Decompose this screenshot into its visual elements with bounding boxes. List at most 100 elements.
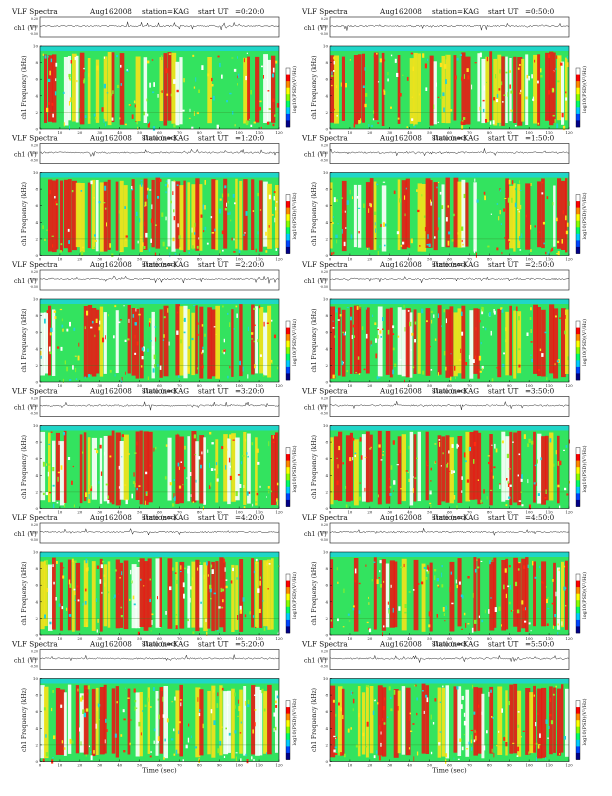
spectrogram-speckle (380, 224, 382, 227)
freq-tick-label: 4 (35, 599, 38, 604)
freq-axis-label: ch1 Frequency (kHz) (21, 561, 28, 625)
spectrogram-speckle (248, 491, 251, 494)
voltage-tick-label: -0.50 (30, 412, 38, 416)
spectrogram-speckle (491, 469, 493, 473)
spectrogram-speckle (436, 227, 439, 231)
spectrogram-speckle (331, 222, 334, 225)
spectrogram-speckle (49, 332, 52, 336)
spectrogram-speckle (76, 585, 79, 588)
spectrogram-burst (509, 58, 512, 122)
spectrogram-speckle (71, 558, 74, 562)
spectrogram-burst (99, 306, 104, 377)
freq-tick-label: 0 (325, 253, 328, 258)
time-axis-label: Time (sec) (142, 514, 177, 522)
spectrogram-burst (243, 686, 247, 756)
spectrogram-speckle (49, 70, 51, 76)
freq-axis-label: ch1 Frequency (kHz) (311, 182, 318, 246)
spectrogram-speckle (546, 196, 549, 200)
spectrogram-speckle (545, 586, 547, 588)
spectrogram-speckle (221, 587, 223, 589)
spectrogram-burst (561, 561, 565, 628)
colorbar-segment (576, 207, 580, 215)
spectrogram-burst (159, 687, 164, 754)
spectrogram-speckle (333, 56, 335, 60)
freq-tick-label: 10 (33, 550, 39, 555)
spectrogram-burst (525, 54, 529, 125)
spectrogram-burst (533, 304, 538, 374)
spectrogram-speckle (478, 704, 480, 708)
spectrogram-speckle (565, 315, 566, 319)
spectrogram-speckle (179, 247, 182, 250)
time-axis-label: Time (sec) (432, 640, 467, 648)
time-axis-label: Time (sec) (432, 514, 467, 522)
spectrogram-speckle (440, 96, 443, 99)
spectrogram-speckle (421, 690, 424, 692)
spectrogram-speckle (511, 197, 513, 203)
spectrogram-speckle (331, 71, 333, 75)
spectrogram-speckle (412, 476, 414, 478)
freq-tick-label: 2 (325, 616, 328, 621)
spectrogram-speckle (183, 331, 186, 334)
header-start-label: start UT (198, 640, 229, 649)
spectrogram-speckle (523, 565, 526, 569)
spectrogram-speckle (85, 588, 87, 592)
freq-tick-label: 8 (325, 566, 328, 571)
spectrogram-speckle (405, 187, 407, 190)
spectrogram-speckle (387, 329, 390, 335)
spectrogram-speckle (134, 334, 136, 339)
time-tick-label: 30 (97, 763, 102, 768)
spectrogram-speckle (376, 376, 379, 380)
spectrogram-speckle (183, 317, 186, 322)
spectrogram-speckle (154, 326, 157, 328)
spectrogram-speckle (380, 459, 383, 461)
spectrogram-speckle (183, 593, 185, 599)
spectrogram-speckle (540, 457, 542, 461)
spectrogram-burst (461, 52, 466, 125)
spectrogram-speckle (518, 364, 521, 368)
spectrogram-speckle (180, 571, 182, 573)
spectrogram-speckle (390, 584, 392, 588)
spectrogram-burst (267, 305, 272, 378)
time-tick-label: 20 (367, 130, 372, 135)
time-tick-label: 70 (467, 130, 472, 135)
spectrogram-speckle (460, 311, 463, 316)
spectrogram-speckle (59, 250, 62, 253)
spectrogram-speckle (473, 459, 475, 464)
colorbar-segment (576, 74, 580, 82)
spectrogram-speckle (481, 711, 483, 715)
spectrogram-speckle (436, 578, 439, 582)
time-tick-label: 90 (217, 257, 222, 262)
spectrogram-speckle (522, 730, 525, 732)
spectrogram-speckle (180, 702, 182, 707)
spectrogram-speckle (458, 581, 461, 585)
spectrogram-speckle (509, 484, 512, 487)
spectrogram-speckle (549, 713, 552, 717)
spectrogram-speckle (189, 472, 192, 476)
freq-tick-label: 10 (323, 170, 329, 175)
spectrogram-speckle (501, 624, 502, 627)
spectrogram-burst (330, 559, 334, 628)
spectrogram-speckle (133, 603, 136, 606)
spectra-panel-6: VLF Spectra Aug162008 station=KAG start UT =… (301, 260, 588, 395)
spectrogram-speckle (257, 461, 260, 465)
colorbar-segment (576, 580, 580, 588)
spectrogram-speckle (505, 327, 507, 332)
spectrogram-speckle (272, 435, 274, 439)
header-title: VLF Spectra (301, 513, 348, 522)
spectrogram-speckle (119, 250, 122, 252)
spectrogram-speckle (430, 467, 432, 471)
spectrogram-speckle (372, 314, 374, 317)
spectrogram-speckle (136, 211, 138, 217)
header-start-label: start UT (198, 387, 229, 396)
spectrogram-speckle (470, 739, 473, 744)
time-tick-label: 110 (545, 510, 553, 515)
spectrogram-burst (235, 437, 240, 501)
spectrogram-speckle (140, 236, 142, 241)
spectrogram-speckle (88, 73, 90, 77)
spectrogram-speckle (518, 316, 520, 321)
spectrogram-speckle (409, 321, 412, 327)
spectrogram-burst (52, 54, 57, 123)
spectrogram-burst (565, 57, 568, 121)
spectrogram-speckle (547, 251, 549, 255)
header-start-label: start UT (198, 260, 229, 269)
